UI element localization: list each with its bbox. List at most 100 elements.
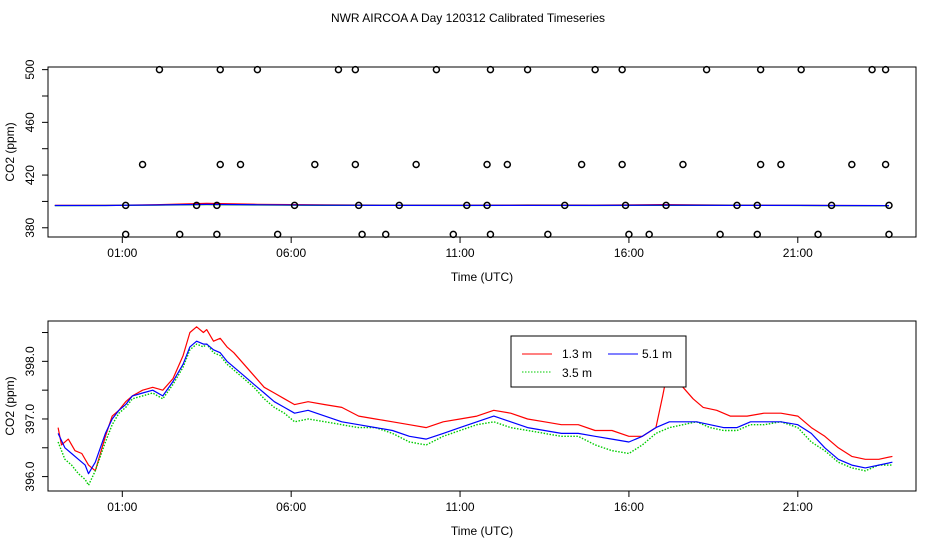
top-calibration-marker — [351, 65, 360, 74]
bottom-x-axis-label: Time (UTC) — [451, 524, 513, 538]
top-calibration-marker — [216, 65, 224, 74]
top-x-tick-label: 06:00 — [276, 246, 306, 260]
bottom-x-tick-label: 11:00 — [445, 500, 474, 514]
top-calibration-marker — [881, 65, 890, 74]
top-calibration-marker — [486, 65, 495, 74]
top-calibration-marker — [777, 160, 785, 169]
top-calibration-marker — [121, 230, 130, 239]
top-calibration-marker — [138, 160, 147, 169]
bottom-x-tick-label: 16:00 — [614, 500, 644, 514]
top-y-axis-label: CO2 (ppm) — [3, 122, 17, 181]
top-calibration-marker — [395, 201, 404, 210]
top-calibration-marker — [351, 160, 360, 169]
top-calibration-marker — [432, 65, 441, 74]
top-calibration-marker — [216, 160, 224, 169]
top-calibration-marker — [483, 160, 491, 169]
bottom-series-line-1-3-m — [57, 326, 893, 472]
legend-label-5-1m: 5.1 m — [642, 347, 672, 361]
bottom-y-tick-label: 398.0 — [23, 346, 37, 376]
top-calibration-marker — [213, 201, 221, 210]
top-calibration-marker — [679, 160, 687, 169]
top-calibration-marker — [486, 230, 495, 239]
top-series-line-5-1-m — [54, 203, 890, 207]
legend-label-1-3m: 1.3 m — [562, 347, 592, 361]
top-calibration-marker — [662, 201, 670, 210]
top-calibration-marker — [625, 230, 633, 239]
top-calibration-marker — [192, 201, 201, 210]
top-calibration-marker — [358, 230, 366, 239]
top-calibration-marker — [885, 230, 893, 239]
top-calibration-marker — [733, 201, 741, 210]
top-calibration-marker — [618, 65, 626, 74]
top-y-tick-label: 460 — [23, 112, 37, 132]
top-calibration-marker — [175, 230, 184, 239]
top-calibration-marker — [311, 160, 319, 169]
bottom-panel: 01:00 06:00 11:00 16:00 21:00 396.0 397.0 398.0… — [3, 320, 917, 538]
top-calibration-marker — [848, 160, 856, 169]
bottom-y-tick-label: 397.0 — [23, 404, 37, 434]
bottom-axis-ticks: 01:00 06:00 11:00 16:00 21:00 396.0 397.0 398.0 — [23, 332, 813, 514]
top-calibration-marker — [797, 65, 805, 74]
bottom-y-axis-label: CO2 (ppm) — [3, 376, 17, 435]
top-x-tick-label: 11:00 — [445, 246, 474, 260]
top-axis-ticks: 01:00 06:00 11:00 16:00 21:00 380 420 460 500 — [23, 59, 813, 260]
bottom-x-tick-label: 01:00 — [107, 500, 137, 514]
top-calibration-marker — [702, 65, 711, 74]
legend-label-3-5m: 3.5 m — [562, 366, 592, 380]
top-calibration-marker — [290, 201, 299, 210]
top-y-tick-label: 500 — [23, 59, 37, 79]
top-calibration-marker — [155, 65, 164, 74]
top-calibration-marker — [756, 160, 765, 169]
top-calibration-marker — [716, 230, 724, 239]
top-calibration-marker — [868, 65, 876, 74]
bottom-x-tick-label: 06:00 — [276, 500, 306, 514]
top-calibration-marker — [381, 230, 390, 239]
top-calibration-marker — [577, 160, 586, 169]
top-calibration-marker — [753, 230, 762, 239]
top-x-axis-label: Time (UTC) — [451, 270, 513, 284]
top-x-tick-label: 21:00 — [783, 246, 813, 260]
top-calibration-marker — [645, 230, 653, 239]
top-calibration-marker — [523, 65, 532, 74]
bottom-plot-marks — [57, 326, 893, 486]
bottom-series-line-5-1-m — [57, 340, 893, 475]
top-calibration-marker — [334, 65, 343, 74]
top-y-tick-label: 420 — [23, 165, 37, 185]
bottom-series-line-3-5-m — [57, 343, 893, 486]
legend-box — [510, 335, 687, 388]
top-panel: 01:00 06:00 11:00 16:00 21:00 380 420 460 500 Ti… — [3, 59, 917, 284]
bottom-plot-frame — [47, 320, 917, 492]
top-plot-marks — [54, 65, 893, 239]
top-calibration-marker — [503, 160, 512, 169]
top-calibration-marker — [253, 65, 262, 74]
top-plot-frame — [47, 66, 917, 238]
top-calibration-marker — [544, 230, 552, 239]
top-calibration-marker — [814, 230, 822, 239]
top-calibration-marker — [354, 201, 363, 210]
top-y-tick-label: 380 — [23, 217, 37, 237]
bottom-y-tick-label: 396.0 — [23, 461, 37, 491]
top-calibration-marker — [121, 201, 130, 210]
top-calibration-marker — [756, 65, 765, 74]
top-calibration-marker — [412, 160, 420, 169]
top-calibration-marker — [560, 201, 569, 210]
top-calibration-marker — [591, 65, 599, 74]
top-calibration-marker — [236, 160, 245, 169]
legend: 1.3 m 5.1 m 3.5 m — [510, 335, 687, 388]
top-calibration-marker — [273, 230, 282, 239]
top-x-tick-label: 16:00 — [614, 246, 644, 260]
top-calibration-marker — [827, 201, 836, 210]
top-calibration-marker — [885, 201, 893, 210]
top-calibration-marker — [483, 201, 491, 210]
top-calibration-marker — [881, 160, 890, 169]
top-calibration-marker — [213, 230, 221, 239]
top-calibration-marker — [463, 201, 471, 210]
figure-title: NWR AIRCOA A Day 120312 Calibrated Times… — [331, 11, 605, 25]
top-calibration-marker — [621, 201, 630, 210]
top-calibration-marker — [618, 160, 626, 169]
top-calibration-marker — [753, 201, 762, 210]
top-x-tick-label: 01:00 — [107, 246, 137, 260]
bottom-x-tick-label: 21:00 — [783, 500, 813, 514]
top-calibration-marker — [449, 230, 458, 239]
